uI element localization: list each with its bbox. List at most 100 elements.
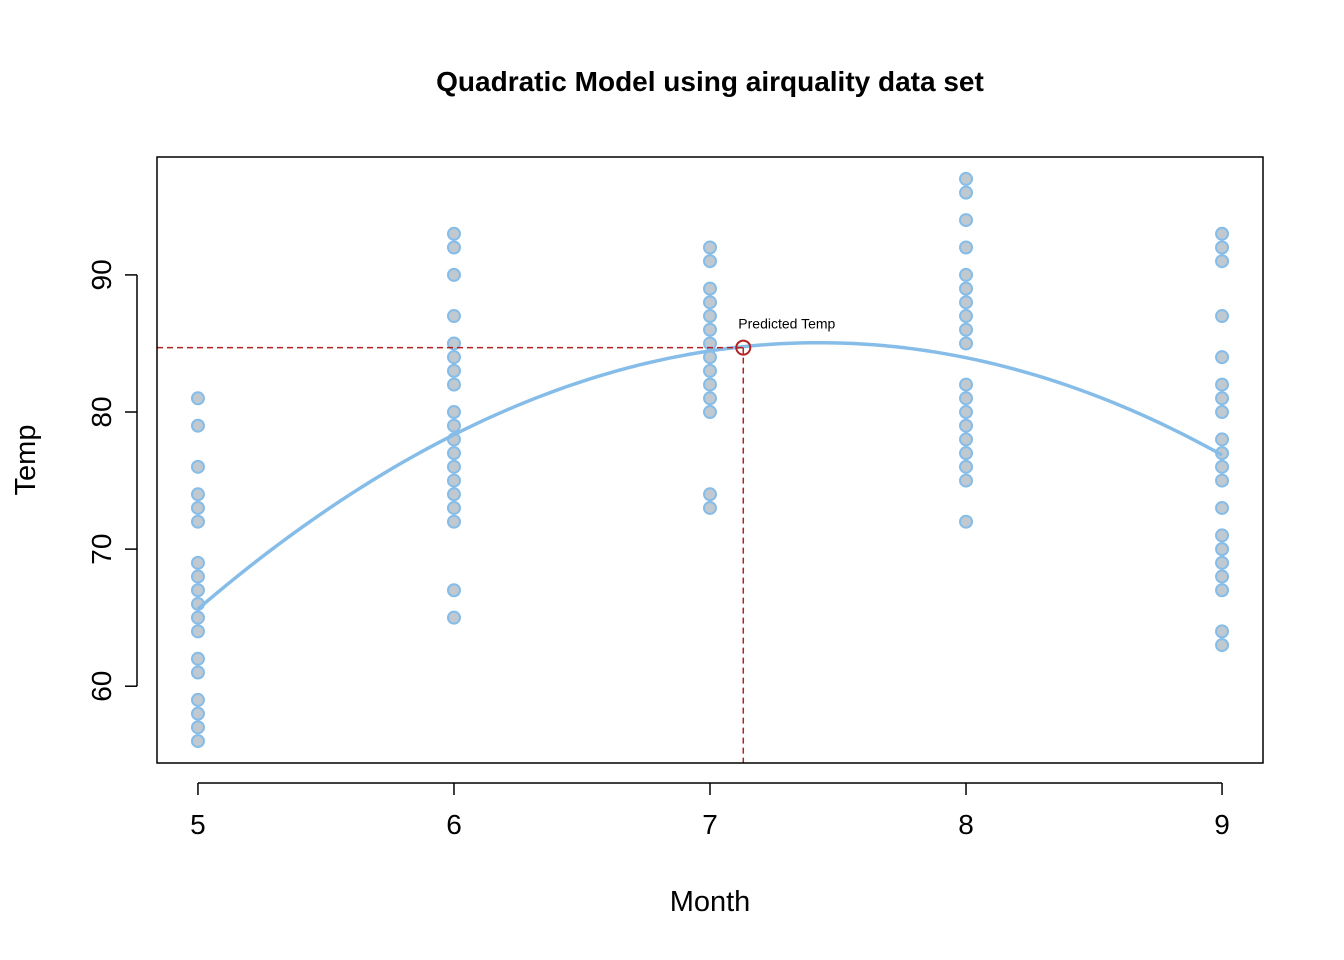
data-point: [446, 226, 461, 241]
data-point: [190, 665, 205, 680]
data-point: [1215, 555, 1230, 570]
data-point: [446, 459, 461, 474]
data-point: [703, 309, 717, 324]
data-point: [190, 418, 205, 433]
data-point: [190, 610, 205, 625]
data-point: [446, 500, 461, 515]
data-point: [959, 267, 974, 282]
y-tick-label: 60: [86, 671, 117, 702]
y-tick-label: 90: [86, 259, 117, 290]
fitted-curve: [196, 340, 1223, 611]
data-point: [1215, 459, 1230, 474]
data-point: [1215, 583, 1230, 598]
axes-layer: 5 6 7 8 9 60 70 80 90: [86, 259, 1230, 840]
data-point: [703, 487, 717, 502]
data-point: [703, 405, 717, 420]
data-point: [446, 405, 461, 420]
x-tick-label: 8: [958, 809, 974, 840]
data-point: [1215, 624, 1230, 639]
data-point: [1215, 405, 1230, 420]
data-point: [446, 240, 461, 255]
data-point: [446, 377, 461, 392]
data-point: [959, 295, 974, 310]
data-point: [446, 610, 461, 625]
data-point: [703, 377, 717, 392]
data-point: [959, 171, 974, 186]
chart-title: Quadratic Model using airquality data se…: [436, 66, 984, 97]
data-point: [446, 473, 461, 488]
data-point: [446, 309, 461, 324]
data-point: [190, 651, 205, 666]
y-tick-label: 80: [86, 396, 117, 427]
data-point: [1215, 391, 1230, 406]
data-point: [446, 336, 461, 351]
data-point: [446, 446, 461, 461]
plot-layer: Predicted Temp: [157, 171, 1230, 763]
data-point: [190, 624, 205, 639]
data-point: [190, 555, 205, 570]
data-point: [959, 473, 974, 488]
data-point: [1215, 350, 1230, 365]
data-point: [190, 391, 205, 406]
data-point: [190, 514, 205, 529]
data-point: [1215, 254, 1230, 269]
data-point: [190, 459, 205, 474]
data-point: [190, 569, 205, 584]
data-point: [190, 692, 205, 707]
x-tick-label: 7: [702, 809, 718, 840]
data-point: [446, 350, 461, 365]
data-point: [190, 706, 205, 721]
data-point: [959, 514, 974, 529]
data-point: [446, 583, 461, 598]
data-point: [703, 500, 717, 515]
prediction-point: [735, 339, 752, 356]
data-point: [959, 322, 974, 337]
x-tick-label: 9: [1214, 809, 1230, 840]
data-point: [190, 734, 205, 749]
data-point: [959, 309, 974, 324]
data-point: [959, 185, 974, 200]
data-point: [1215, 528, 1230, 543]
data-point: [446, 363, 461, 378]
data-point: [446, 487, 461, 502]
data-point: [190, 487, 205, 502]
x-axis-label: Month: [670, 886, 751, 918]
x-tick-label: 5: [190, 809, 206, 840]
data-point: [1215, 542, 1230, 557]
data-point: [446, 418, 461, 433]
data-point: [959, 377, 974, 392]
y-axis-label: Temp: [10, 425, 42, 496]
prediction-label: Predicted Temp: [738, 316, 835, 332]
data-point: [1215, 569, 1230, 584]
data-point: [959, 432, 974, 447]
data-point: [1215, 240, 1230, 255]
data-point: [446, 514, 461, 529]
data-point: [1215, 226, 1230, 241]
data-point: [959, 418, 974, 433]
data-point: [703, 295, 717, 310]
data-point: [959, 405, 974, 420]
data-point: [703, 322, 717, 337]
data-point: [1215, 309, 1230, 324]
plot-frame: [156, 156, 1264, 764]
data-point: [703, 281, 717, 296]
data-point: [959, 446, 974, 461]
x-tick-label: 6: [446, 809, 462, 840]
y-tick-label: 70: [86, 534, 117, 565]
data-point: [959, 336, 974, 351]
data-point: [1215, 500, 1230, 515]
data-point: [959, 391, 974, 406]
data-point: [959, 281, 974, 296]
data-point: [1215, 432, 1230, 447]
data-point: [703, 363, 717, 378]
data-point: [190, 500, 205, 515]
data-point: [959, 240, 974, 255]
data-point: [1215, 638, 1230, 653]
data-point: [703, 254, 717, 269]
data-point: [959, 213, 974, 228]
data-point: [959, 459, 974, 474]
data-point: [1215, 473, 1230, 488]
data-point: [190, 720, 205, 735]
data-point: [190, 583, 205, 598]
